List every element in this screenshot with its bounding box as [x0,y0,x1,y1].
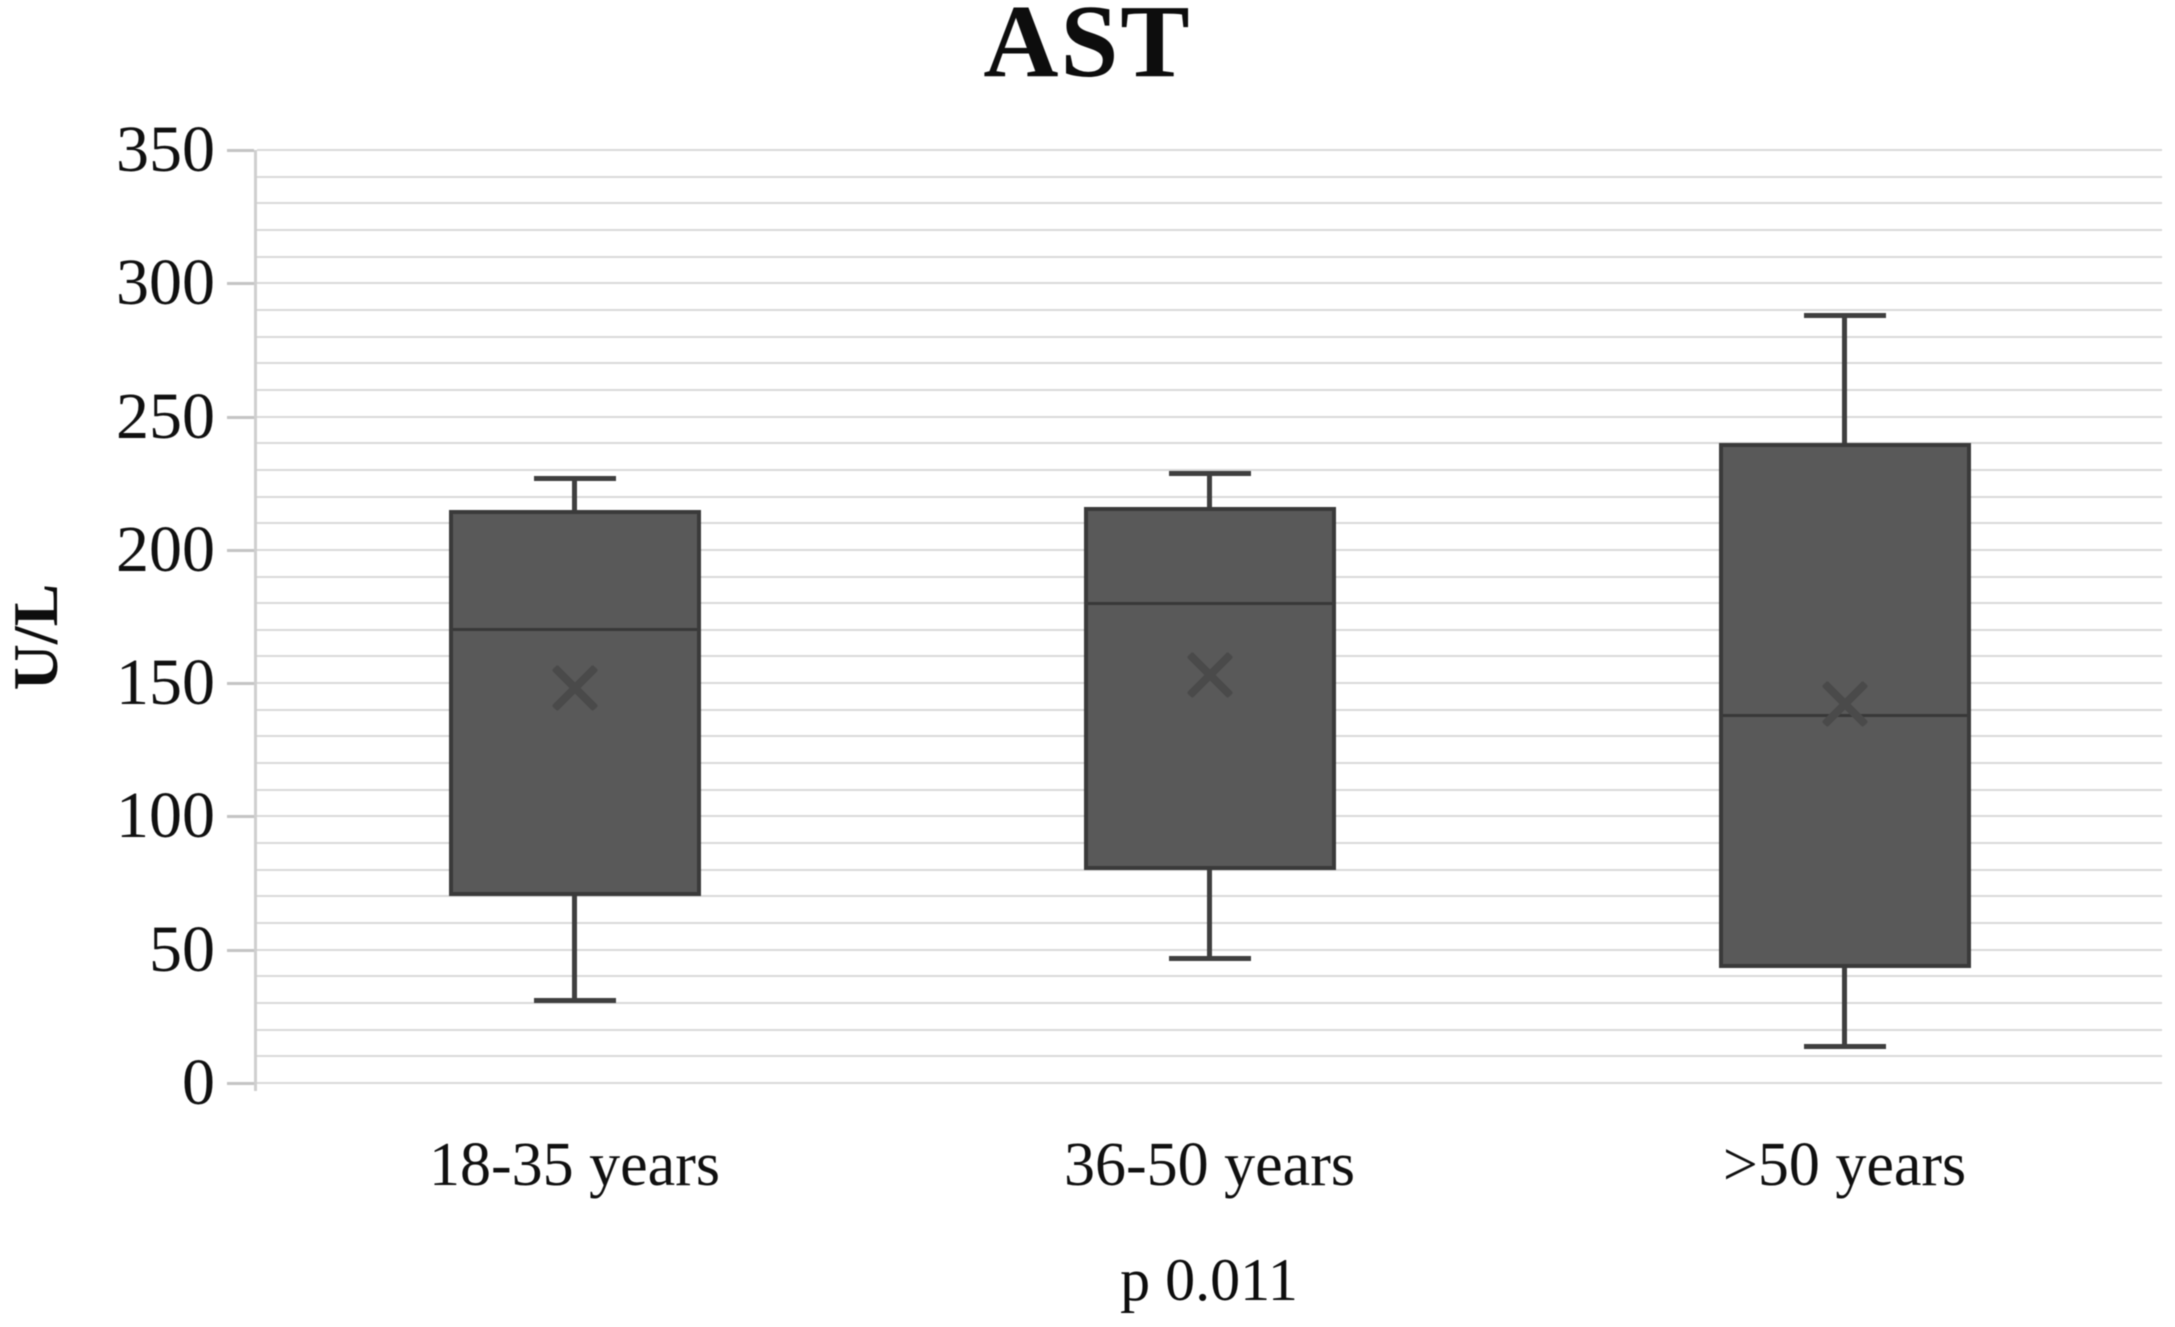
gridline [257,975,2162,978]
y-axis-tick-label: 200 [116,512,215,586]
median-line [452,628,697,632]
mean-marker [1184,649,1236,701]
gridline [257,335,2162,338]
lower-whisker [1842,968,1847,1046]
y-axis-tick [227,815,254,819]
gridline [257,1055,2162,1058]
gridline [257,175,2162,178]
y-axis-tick-label: 150 [116,646,215,720]
box [1083,507,1336,870]
upper-whisker-cap [1803,313,1886,319]
gridline [257,442,2162,445]
upper-whisker-cap [1168,470,1251,476]
median-line [1087,601,1332,605]
y-axis-tick-label: 350 [116,113,215,186]
median-line [1722,713,1967,717]
y-axis-tick [227,415,254,419]
gridline [257,202,2162,205]
gridline [257,1028,2162,1031]
gridline [257,1002,2162,1005]
upper-whisker-cap [533,475,616,481]
y-axis-tick-label: 100 [116,779,215,853]
x-axis-category-label: >50 years [1722,1131,1967,1199]
y-axis-tick-label: 250 [116,379,215,453]
mean-marker [549,662,601,714]
gridline [257,308,2162,311]
gridline [257,1082,2162,1084]
y-axis-tick [227,948,254,952]
y-axis-tick-label: 300 [116,246,215,320]
gridline [257,362,2162,365]
gridline [257,388,2162,391]
lower-whisker-cap [533,998,616,1004]
chart-title: AST [983,0,1192,99]
gridline [257,415,2162,418]
y-axis-tick [227,682,254,686]
gridline [257,255,2162,258]
gridline [257,282,2162,285]
y-axis-tick-label: 0 [182,1046,215,1119]
gridline [257,149,2162,151]
y-axis-tick [227,1082,254,1085]
box [448,509,701,897]
gridline [257,228,2162,231]
p-value-annotation: p 0.011 [1120,1247,1298,1313]
x-axis-category-label: 36-50 years [1064,1131,1355,1199]
y-axis-tick [227,548,254,552]
mean-marker [1819,678,1871,730]
y-axis-tick [227,282,254,286]
upper-whisker [1842,315,1847,444]
lower-whisker-cap [1168,955,1251,961]
y-axis-tick [227,149,254,152]
x-axis-category-label: 18-35 years [429,1131,720,1199]
y-axis-tick-label: 50 [149,912,215,986]
upper-whisker [1207,472,1212,508]
y-axis-line [254,150,257,1091]
lower-whisker-cap [1803,1043,1886,1049]
upper-whisker [572,477,577,510]
lower-whisker [572,896,577,1001]
lower-whisker [1207,869,1212,958]
gridline [257,468,2162,471]
